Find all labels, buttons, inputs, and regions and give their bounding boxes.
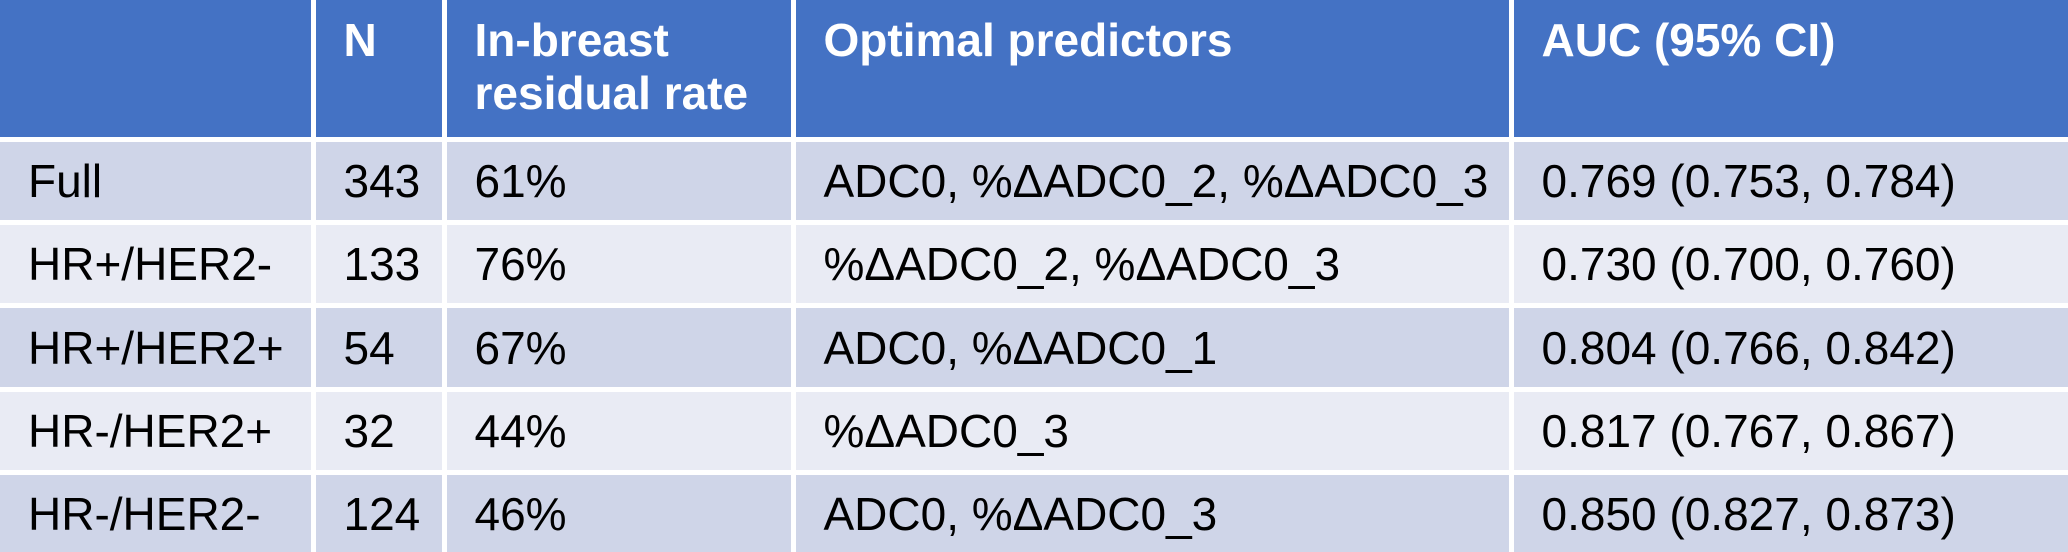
cell-predictors: %ΔADC0_2, %ΔADC0_3 [790, 219, 1514, 309]
cell-auc: 0.804 (0.766, 0.842) [1508, 303, 2068, 392]
column-header-n: N [310, 0, 447, 142]
cell-group: Full [0, 136, 316, 225]
column-header-group [0, 0, 316, 142]
table-row-hrneg-her2pos: HR-/HER2+ 32 44% %ΔADC0_3 0.817 (0.767, … [0, 386, 2068, 476]
header-row: N In-breast residual rate Optimal predic… [0, 0, 2068, 142]
cell-n: 32 [310, 386, 447, 476]
cell-n: 54 [310, 303, 447, 392]
cell-n: 133 [310, 219, 447, 309]
table-header: N In-breast residual rate Optimal predic… [0, 0, 2068, 142]
column-header-auc: AUC (95% CI) [1508, 0, 2068, 142]
column-header-predictors: Optimal predictors [790, 0, 1514, 142]
cell-group: HR-/HER2- [0, 470, 316, 552]
cell-group: HR+/HER2- [0, 219, 316, 309]
table-row-hrpos-her2neg: HR+/HER2- 133 76% %ΔADC0_2, %ΔADC0_3 0.7… [0, 219, 2068, 309]
cell-n: 343 [310, 136, 447, 225]
cell-n: 124 [310, 470, 447, 552]
cell-residual-rate: 44% [441, 386, 796, 476]
cell-predictors: %ΔADC0_3 [790, 386, 1514, 476]
column-header-residual-rate: In-breast residual rate [441, 0, 796, 142]
cell-group: HR-/HER2+ [0, 386, 316, 476]
table-body: Full 343 61% ADC0, %ΔADC0_2, %ΔADC0_3 0.… [0, 136, 2068, 552]
cell-auc: 0.769 (0.753, 0.784) [1508, 136, 2068, 225]
cell-predictors: ADC0, %ΔADC0_2, %ΔADC0_3 [790, 136, 1514, 225]
cell-residual-rate: 67% [441, 303, 796, 392]
table-row-full: Full 343 61% ADC0, %ΔADC0_2, %ΔADC0_3 0.… [0, 136, 2068, 225]
cell-auc: 0.850 (0.827, 0.873) [1508, 470, 2068, 552]
cell-auc: 0.730 (0.700, 0.760) [1508, 219, 2068, 309]
cell-group: HR+/HER2+ [0, 303, 316, 392]
cell-predictors: ADC0, %ΔADC0_1 [790, 303, 1514, 392]
cell-residual-rate: 61% [441, 136, 796, 225]
cell-auc: 0.817 (0.767, 0.867) [1508, 386, 2068, 476]
cell-residual-rate: 76% [441, 219, 796, 309]
cell-residual-rate: 46% [441, 470, 796, 552]
table-row-hrpos-her2pos: HR+/HER2+ 54 67% ADC0, %ΔADC0_1 0.804 (0… [0, 303, 2068, 392]
table-row-hrneg-her2neg: HR-/HER2- 124 46% ADC0, %ΔADC0_3 0.850 (… [0, 470, 2068, 552]
cell-predictors: ADC0, %ΔADC0_3 [790, 470, 1514, 552]
